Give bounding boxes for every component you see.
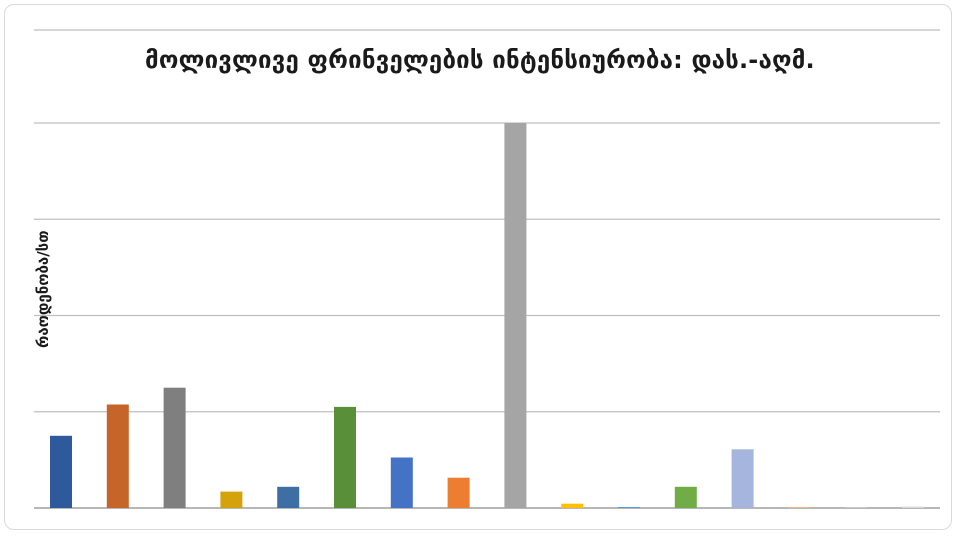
- bar: [106, 404, 129, 508]
- bar: [447, 477, 470, 508]
- chart-title: მოლივლივე ფრინველების ინტენსიურობა: დას.…: [145, 46, 815, 74]
- bar: [50, 435, 72, 508]
- bar: [618, 507, 640, 508]
- bar: [220, 491, 243, 508]
- bar: [163, 387, 186, 508]
- bar: [504, 123, 527, 508]
- bar: [731, 449, 754, 508]
- chart-frame: [4, 4, 952, 530]
- bar: [788, 507, 811, 508]
- bar: [845, 507, 868, 508]
- bar: [334, 406, 356, 508]
- bar: [277, 486, 300, 508]
- bar: [390, 457, 413, 508]
- bar: [674, 486, 697, 508]
- bar: [902, 506, 924, 508]
- bar: [561, 503, 584, 508]
